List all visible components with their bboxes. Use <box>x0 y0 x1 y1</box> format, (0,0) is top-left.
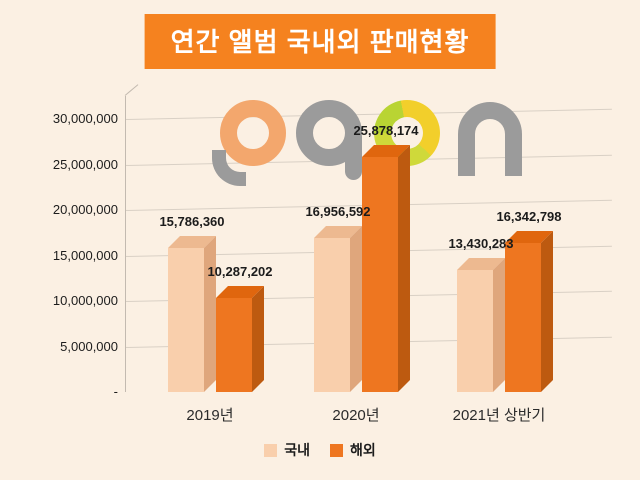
y-axis-tick: 10,000,000 <box>52 293 118 308</box>
legend: 국내 해외 <box>0 440 640 460</box>
bar-overseas-2 <box>505 231 553 392</box>
y-axis-tick: 25,000,000 <box>52 157 118 172</box>
bar-overseas-0 <box>216 286 264 392</box>
bar-front-face <box>216 298 252 392</box>
bar-front-face <box>168 248 204 392</box>
chart-title-text: 연간 앨범 국내외 판매현황 <box>170 27 470 57</box>
legend-swatch-overseas <box>330 443 343 457</box>
bar-top-face <box>362 145 410 157</box>
bar-top-face <box>216 286 264 298</box>
bar-domestic-2 <box>457 258 505 392</box>
bar-value-label: 16,956,592 <box>305 204 371 219</box>
bar-value-label: 25,878,174 <box>353 123 419 138</box>
bar-top-face <box>457 258 505 270</box>
bar-value-label: 15,786,360 <box>159 214 225 229</box>
bar-side-face <box>398 145 410 392</box>
y-axis-line <box>125 96 126 392</box>
bar-front-face <box>505 243 541 392</box>
bar-side-face <box>493 258 505 392</box>
x-axis-label-2020: 2020년 <box>332 407 380 424</box>
y-axis-depth-line <box>124 84 139 96</box>
y-axis-tick: 20,000,000 <box>52 202 118 217</box>
legend-label-domestic: 국내 <box>284 442 310 458</box>
legend-item-overseas: 해외 <box>330 440 376 460</box>
bar-domestic-1 <box>314 226 362 392</box>
bar-front-face <box>314 238 350 392</box>
y-axis-tick: 30,000,000 <box>52 111 118 126</box>
bar-value-label: 10,287,202 <box>207 264 273 279</box>
legend-label-overseas: 해외 <box>350 442 376 458</box>
y-axis-tick: 15,000,000 <box>52 248 118 263</box>
x-axis-label-2021h1: 2021년 상반기 <box>452 407 546 424</box>
logo-letter-g-tail-icon <box>212 150 246 186</box>
bar-top-face <box>314 226 362 238</box>
bar-side-face <box>350 226 362 392</box>
gaon-logo-watermark <box>210 92 530 192</box>
logo-letter-o-hole <box>391 117 423 149</box>
legend-swatch-domestic <box>264 443 278 457</box>
bar-front-face <box>457 270 493 392</box>
x-axis-label-2019: 2019년 <box>186 407 234 424</box>
bar-side-face <box>252 286 264 392</box>
bar-value-label: 16,342,798 <box>496 209 562 224</box>
bar-front-face <box>362 157 398 392</box>
logo-letter-a-tail-icon <box>345 136 362 180</box>
bar-domestic-0 <box>168 236 216 392</box>
bar-top-face <box>168 236 216 248</box>
bar-overseas-1 <box>362 145 410 392</box>
chart-title: 연간 앨범 국내외 판매현황 <box>144 14 496 69</box>
bar-value-label: 13,430,283 <box>448 236 514 251</box>
logo-letter-n-icon <box>458 102 522 176</box>
bar-top-face <box>505 231 553 243</box>
bar-side-face <box>204 236 216 392</box>
y-axis-tick: - <box>113 384 118 399</box>
bar-side-face <box>541 231 553 392</box>
legend-item-domestic: 국내 <box>264 440 310 460</box>
y-axis-tick: 5,000,000 <box>60 339 118 354</box>
